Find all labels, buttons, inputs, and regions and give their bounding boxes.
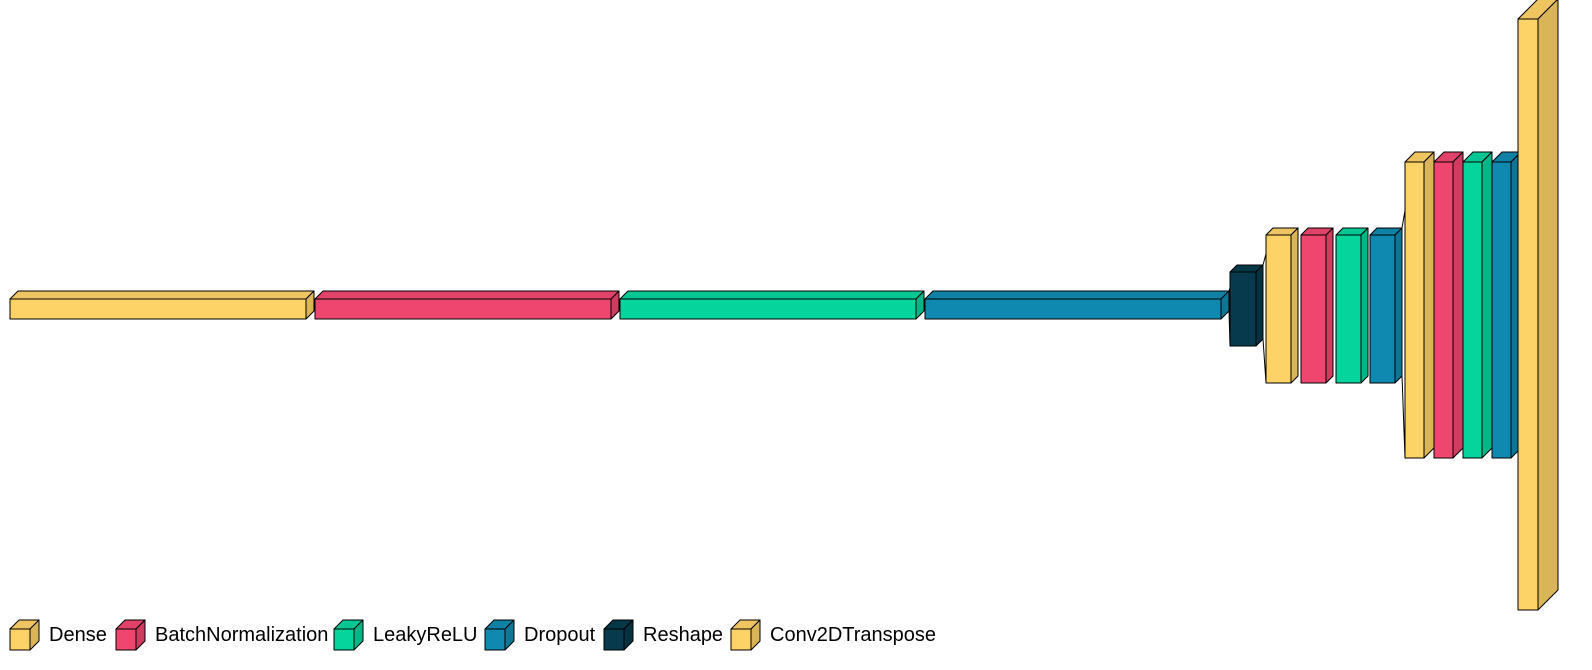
- swatch-dropout-front-face: [484, 628, 506, 651]
- layer-4-dropout-side-face: [1220, 290, 1230, 320]
- layer-5-reshape: [1229, 264, 1264, 347]
- swatch-reshape: [603, 619, 634, 651]
- swatch-conv2dtranspose-front-face: [730, 628, 752, 651]
- layer-11-batchnorm-side-face: [1452, 151, 1464, 459]
- legend-label-dense: Dense: [49, 624, 107, 646]
- legend-item-leakyrelu: LeakyReLU: [333, 619, 478, 651]
- layer-2-batchnorm-top-face: [314, 290, 620, 300]
- layer-11-batchnorm: [1433, 151, 1464, 459]
- layer-5-reshape-front-face: [1229, 271, 1257, 347]
- layer-5-reshape-side-face: [1255, 264, 1264, 347]
- layer-4-dropout-top-face: [924, 290, 1230, 300]
- legend-label-dropout: Dropout: [524, 624, 596, 646]
- layer-9-dropout: [1369, 227, 1403, 384]
- legend-label-reshape: Reshape: [643, 624, 723, 646]
- layer-1-dense-front-face: [9, 298, 307, 320]
- layer-8-leakyrelu-side-face: [1360, 227, 1369, 384]
- layer-stack: [9, 0, 1559, 611]
- swatch-reshape-front-face: [603, 628, 625, 651]
- leakyrelu-swatch-icon: [333, 619, 364, 651]
- swatch-leakyrelu-front-face: [333, 628, 355, 651]
- layer-3-leakyrelu-side-face: [915, 290, 925, 320]
- legend-item-conv2dtranspose: Conv2DTranspose: [730, 619, 936, 651]
- legend-label-leakyrelu: LeakyReLU: [373, 624, 478, 646]
- layer-13-dropout-front-face: [1491, 161, 1512, 459]
- swatch-conv2dtranspose: [730, 619, 761, 651]
- layer-2-batchnorm: [314, 290, 620, 320]
- layer-1-dense-top-face: [9, 290, 315, 300]
- layer-3-leakyrelu-front-face: [619, 298, 917, 320]
- layer-9-dropout-front-face: [1369, 234, 1396, 384]
- swatch-leakyrelu: [333, 619, 364, 651]
- swatch-dropout: [484, 619, 515, 651]
- layer-14-conv2dtranspose: [1517, 0, 1559, 611]
- layer-14-conv2dtranspose-front-face: [1517, 18, 1539, 611]
- legend-item-dense: Dense: [9, 619, 107, 651]
- layer-14-conv2dtranspose-top-face: [1517, 0, 1558, 20]
- layer-14-conv2dtranspose-side-face: [1537, 0, 1559, 611]
- layer-8-leakyrelu: [1335, 227, 1369, 384]
- layer-4-dropout-front-face: [924, 298, 1222, 320]
- layer-10-conv2dtranspose: [1404, 151, 1435, 459]
- layer-1-dense: [9, 290, 315, 320]
- swatch-leakyrelu-side-face: [353, 619, 364, 651]
- layer-6-conv2dtranspose: [1265, 227, 1299, 384]
- layer-7-batchnorm-front-face: [1300, 234, 1327, 384]
- swatch-conv2dtranspose-side-face: [750, 619, 761, 651]
- layer-10-conv2dtranspose-front-face: [1404, 161, 1425, 459]
- conv2dtranspose-swatch-icon: [730, 619, 761, 651]
- swatch-dropout-side-face: [504, 619, 515, 651]
- layer-2-batchnorm-side-face: [610, 290, 620, 320]
- layer-11-batchnorm-front-face: [1433, 161, 1454, 459]
- layer-10-conv2dtranspose-side-face: [1423, 151, 1435, 459]
- swatch-reshape-side-face: [623, 619, 634, 651]
- layer-6-conv2dtranspose-front-face: [1265, 234, 1292, 384]
- dropout-swatch-icon: [484, 619, 515, 651]
- legend: Dense BatchNormalization LeakyReLU Dropo…: [9, 619, 936, 651]
- swatch-dense-front-face: [9, 628, 31, 651]
- layer-13-dropout: [1491, 151, 1522, 459]
- batchnormalization-swatch-icon: [115, 619, 146, 651]
- layer-3-leakyrelu: [619, 290, 925, 320]
- swatch-batchnorm-front-face: [115, 628, 137, 651]
- reshape-swatch-icon: [603, 619, 634, 651]
- swatch-batchnorm-side-face: [135, 619, 146, 651]
- layer-3-leakyrelu-top-face: [619, 290, 925, 300]
- legend-item-dropout: Dropout: [484, 619, 596, 651]
- layer-6-conv2dtranspose-side-face: [1290, 227, 1299, 384]
- dense-swatch-icon: [9, 619, 40, 651]
- layer-2-batchnorm-front-face: [314, 298, 612, 320]
- layer-9-dropout-side-face: [1394, 227, 1403, 384]
- layer-4-dropout: [924, 290, 1230, 320]
- legend-label-batchnormalization: BatchNormalization: [155, 624, 328, 646]
- legend-item-batchnormalization: BatchNormalization: [115, 619, 328, 651]
- layer-12-leakyrelu-front-face: [1462, 161, 1483, 459]
- legend-label-conv2dtranspose: Conv2DTranspose: [770, 624, 936, 646]
- legend-item-reshape: Reshape: [603, 619, 723, 651]
- layer-8-leakyrelu-front-face: [1335, 234, 1362, 384]
- layer-1-dense-side-face: [305, 290, 315, 320]
- layer-7-batchnorm: [1300, 227, 1334, 384]
- layer-12-leakyrelu-side-face: [1481, 151, 1493, 459]
- swatch-dense: [9, 619, 40, 651]
- layer-7-batchnorm-side-face: [1325, 227, 1334, 384]
- swatch-dense-side-face: [29, 619, 40, 651]
- swatch-batchnorm: [115, 619, 146, 651]
- layer-12-leakyrelu: [1462, 151, 1493, 459]
